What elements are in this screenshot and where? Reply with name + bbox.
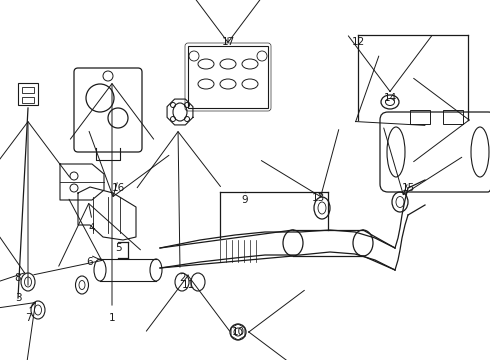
Text: 1: 1 xyxy=(109,313,115,323)
Bar xyxy=(22,87,34,93)
Text: 7: 7 xyxy=(24,313,31,323)
Text: 15: 15 xyxy=(401,183,415,193)
Bar xyxy=(18,83,38,105)
Text: 4: 4 xyxy=(89,223,96,233)
Bar xyxy=(22,97,34,103)
Text: 14: 14 xyxy=(383,93,396,103)
Text: 12: 12 xyxy=(351,37,365,47)
Text: 5: 5 xyxy=(115,243,122,253)
Text: 8: 8 xyxy=(15,273,21,283)
Text: 10: 10 xyxy=(231,327,245,337)
Text: 9: 9 xyxy=(242,195,248,205)
Text: 6: 6 xyxy=(87,257,93,267)
Text: 13: 13 xyxy=(311,193,325,203)
Text: 2: 2 xyxy=(180,273,186,283)
Bar xyxy=(410,110,430,124)
Text: 11: 11 xyxy=(181,280,195,290)
Text: 17: 17 xyxy=(221,37,235,47)
Bar xyxy=(188,46,268,108)
Bar xyxy=(443,110,463,124)
Text: 16: 16 xyxy=(111,183,124,193)
Text: 3: 3 xyxy=(15,293,21,303)
